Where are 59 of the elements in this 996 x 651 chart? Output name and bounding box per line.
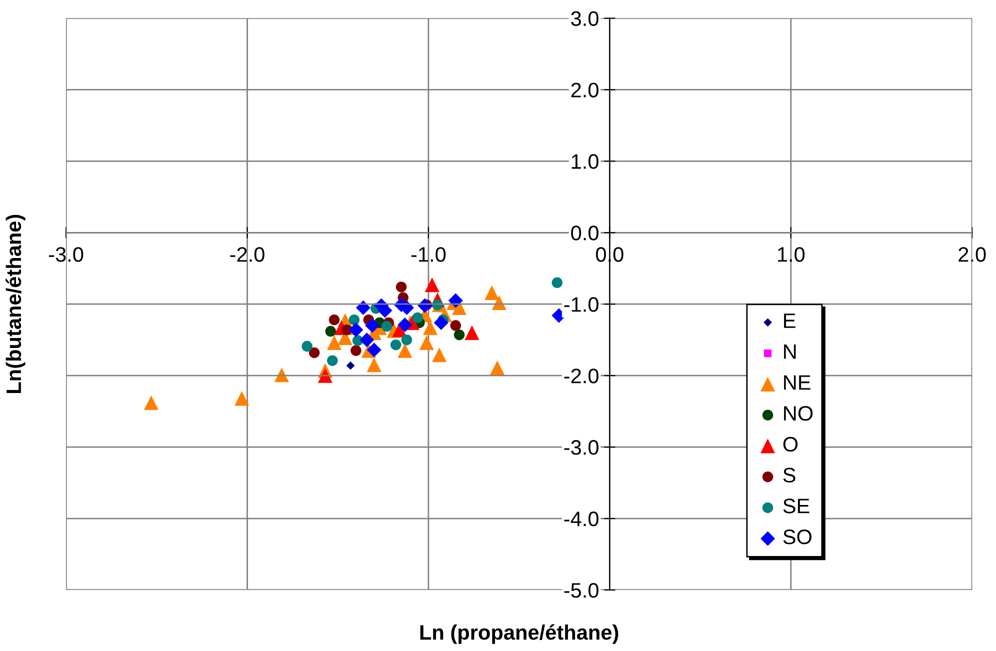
- point: [552, 277, 562, 288]
- point: [318, 368, 332, 383]
- legend-label: N: [784, 344, 796, 359]
- point: [365, 318, 380, 333]
- point: [484, 285, 500, 300]
- point: [401, 334, 412, 346]
- point: [348, 314, 360, 326]
- point: [234, 391, 250, 406]
- point: [308, 347, 320, 358]
- point: [328, 314, 340, 326]
- y-tick-label: -1.0: [564, 297, 598, 312]
- point: [390, 339, 402, 350]
- point: [422, 320, 438, 335]
- point: [432, 348, 447, 362]
- legend-label: E: [784, 314, 796, 328]
- point: [454, 329, 465, 340]
- legend-label: NO: [784, 406, 813, 421]
- y-tick-label: 2.0: [571, 82, 598, 98]
- point: [366, 358, 382, 372]
- x-tick-label: 2.0: [958, 247, 986, 262]
- point: [419, 335, 434, 350]
- point: [350, 345, 362, 356]
- point: [327, 355, 338, 366]
- x-axis-title: Ln (propane/éthane): [420, 624, 618, 644]
- x-tick-label: -2.0: [230, 247, 264, 262]
- y-tick-label: 3.0: [571, 11, 598, 26]
- y-tick-label: -4.0: [564, 512, 598, 526]
- point: [325, 326, 336, 337]
- point: [346, 361, 355, 370]
- point: [348, 322, 364, 338]
- legend-label: NE: [784, 375, 810, 390]
- point: [360, 332, 374, 348]
- y-tick-label: -2.0: [564, 368, 598, 384]
- point: [144, 395, 158, 410]
- point: [398, 343, 412, 358]
- point: [302, 340, 312, 352]
- point: [381, 320, 392, 332]
- legend-label: SO: [783, 530, 812, 544]
- point: [366, 342, 382, 358]
- x-tick-label: -1.0: [411, 247, 446, 262]
- y-axis-title: Ln(butane/éthane): [6, 214, 26, 393]
- point: [326, 335, 342, 350]
- y-tick-label: 0.0: [571, 226, 598, 240]
- point: [424, 278, 440, 292]
- point: [450, 320, 462, 331]
- point: [396, 282, 407, 292]
- y-tick-label: -3.0: [564, 440, 598, 455]
- point: [490, 360, 505, 376]
- point: [492, 295, 506, 310]
- x-tick-label: 1.0: [778, 247, 805, 262]
- legend-label: SE: [783, 498, 810, 514]
- point: [398, 318, 412, 332]
- point: [464, 325, 480, 340]
- legend-label: O: [783, 436, 798, 452]
- y-tick-label: 1.0: [572, 154, 598, 169]
- x-tick-label: -3.0: [49, 247, 84, 262]
- y-tick-label: -5.0: [564, 583, 598, 598]
- point: [434, 315, 448, 330]
- legend-label: S: [783, 468, 796, 483]
